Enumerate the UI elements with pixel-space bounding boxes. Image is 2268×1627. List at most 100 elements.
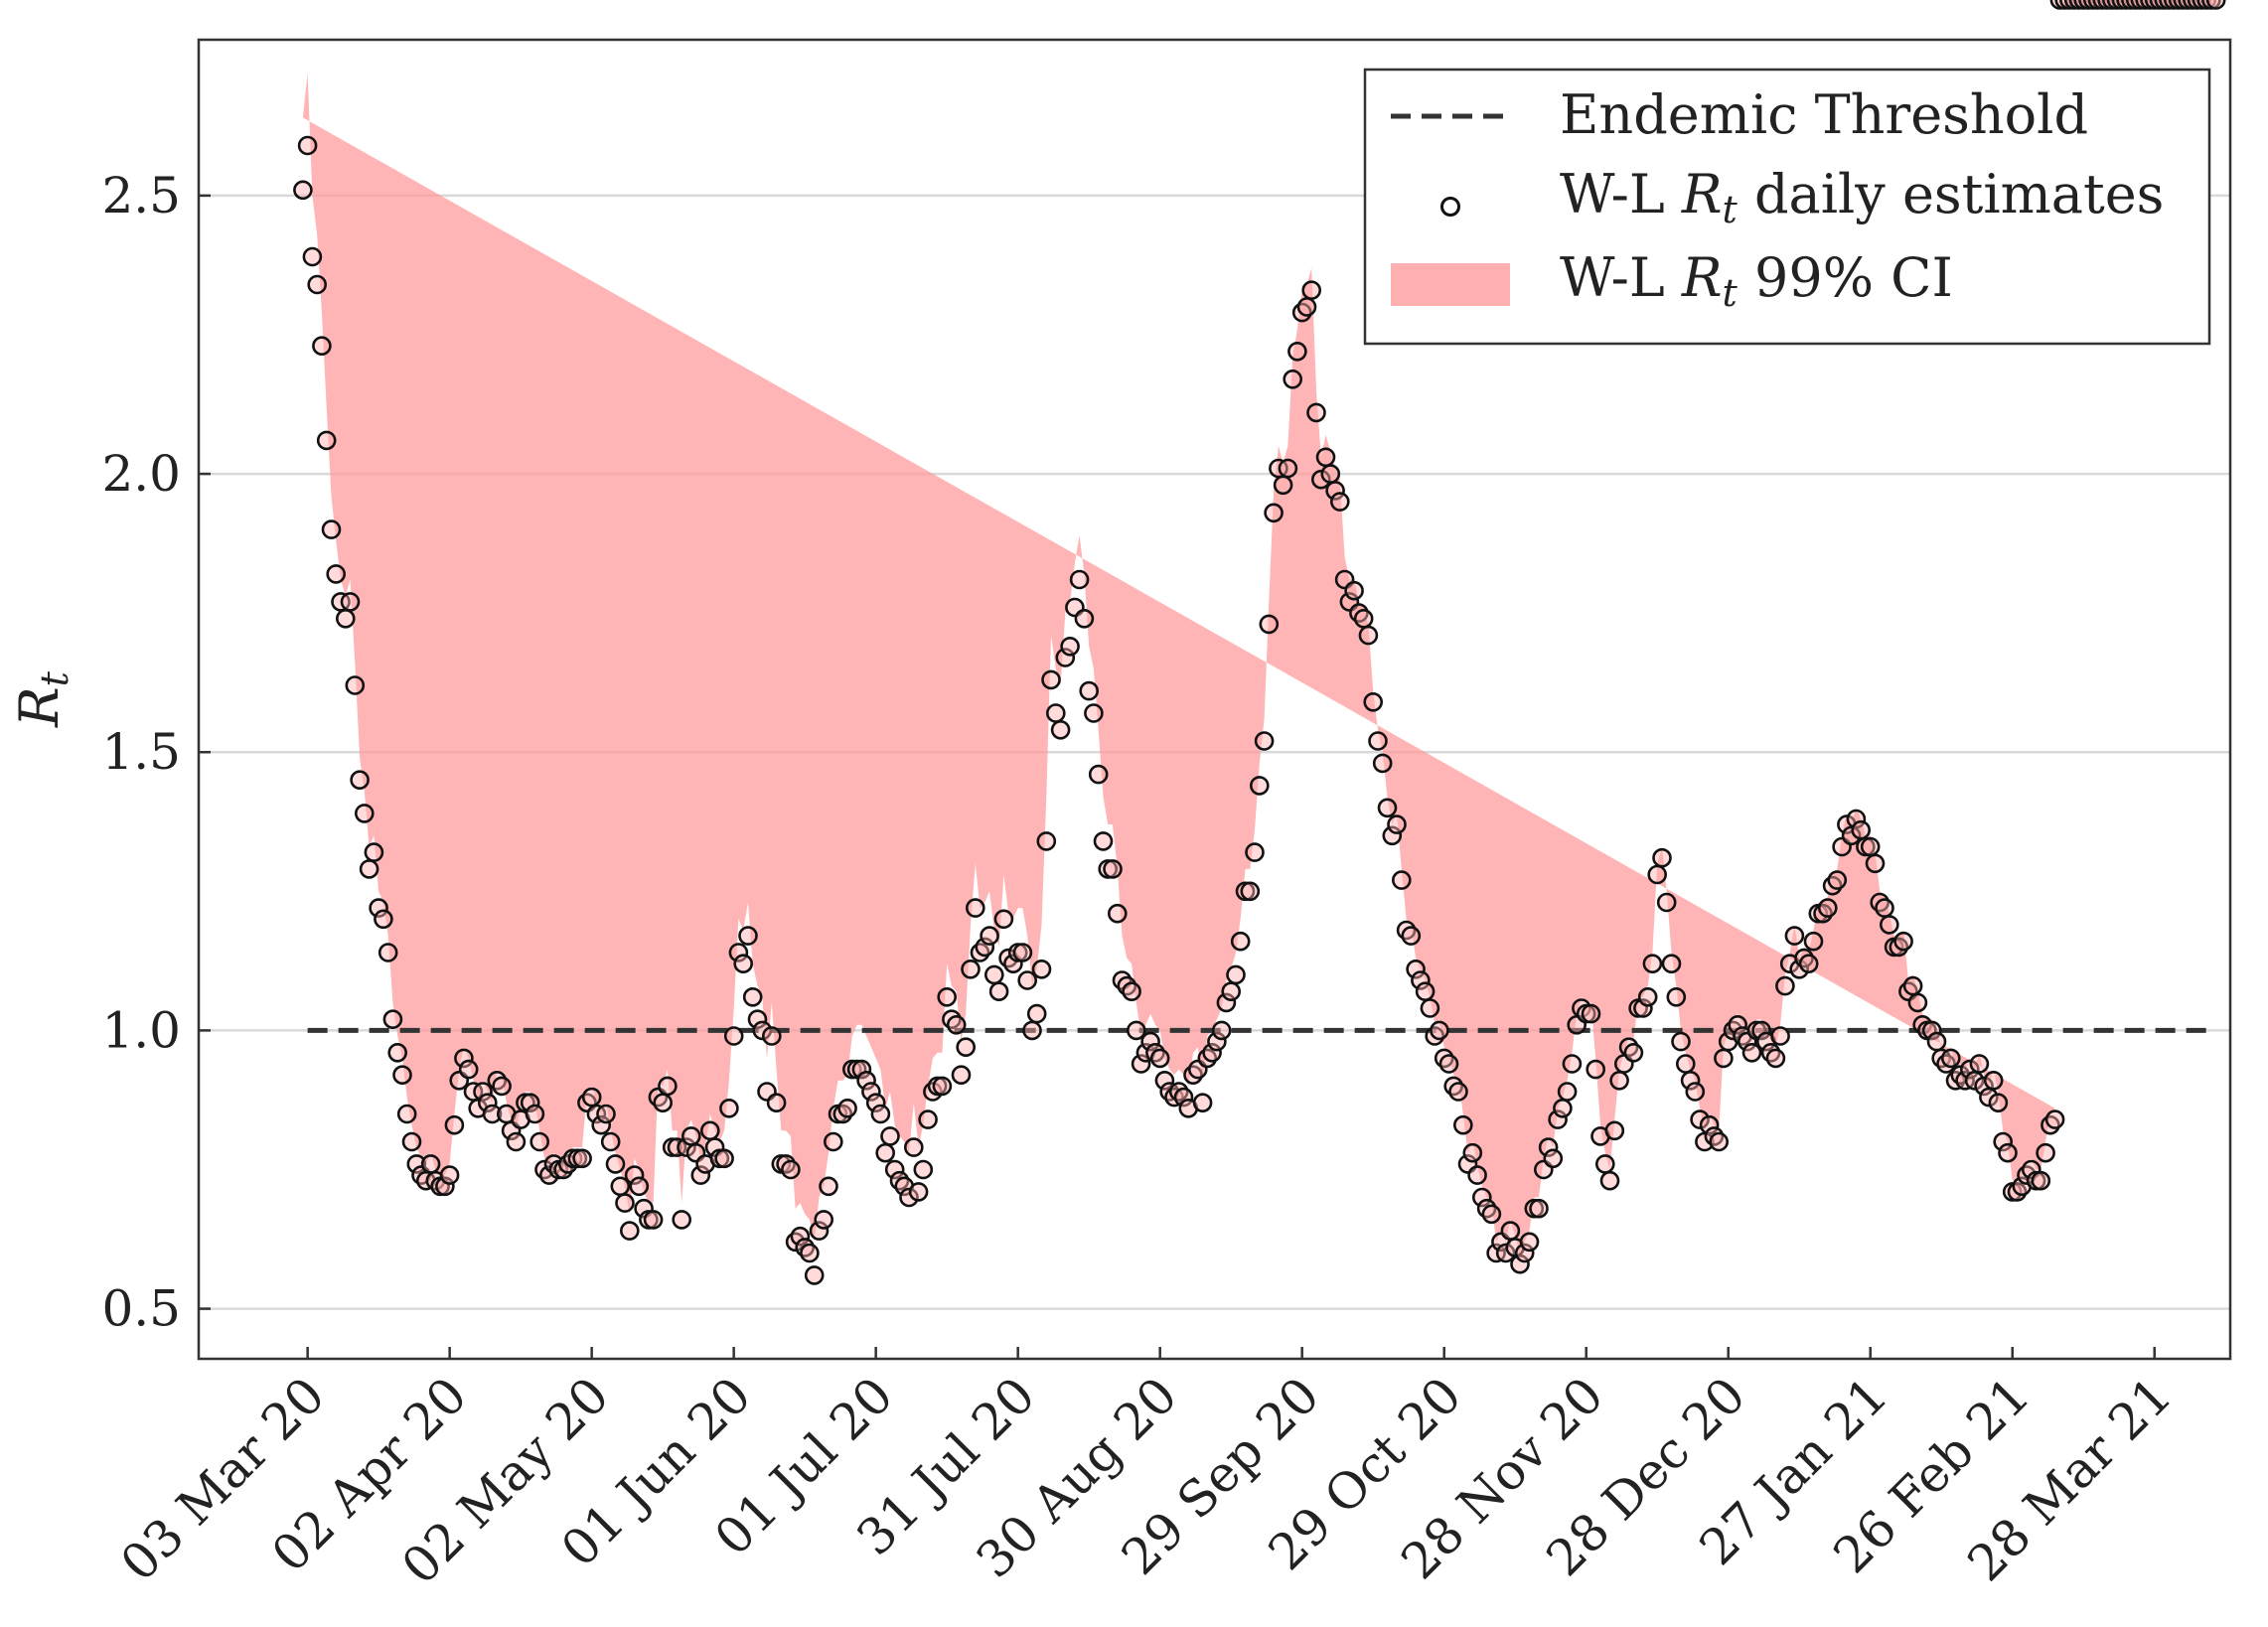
data-point (1226, 964, 1246, 985)
data-point (454, 1048, 474, 1069)
data-point (837, 1099, 857, 1118)
data-point (903, 1137, 924, 1157)
data-point (624, 1165, 645, 1185)
plot-frame (197, 38, 2232, 1361)
data-point (1680, 1071, 1701, 1091)
data-point (790, 1226, 811, 1247)
data-point (699, 1120, 720, 1141)
data-point (1647, 864, 1667, 885)
data-point (1264, 503, 1284, 523)
data-point (1921, 1020, 1942, 1041)
data-point (814, 1210, 834, 1230)
data-point (1406, 959, 1426, 979)
data-point (1514, 1243, 1535, 1263)
data-point (1500, 1221, 1521, 1241)
data-point (1671, 1031, 1691, 1052)
data-point (1173, 1087, 1194, 1108)
data-point (766, 1093, 787, 1112)
data-point (1415, 981, 1436, 1002)
data-point (1273, 475, 1293, 496)
data-point (396, 1104, 417, 1124)
data-point (1941, 1048, 1961, 1069)
data-point (406, 1154, 427, 1174)
data-point (1741, 1043, 1762, 1063)
data-point (851, 1059, 872, 1080)
data-point (1278, 458, 1298, 479)
data-point (1453, 1114, 1473, 1135)
legend-ci-label: W-L Rt 99% CI (1560, 246, 1953, 315)
data-point (1656, 892, 1677, 913)
data-point (345, 675, 366, 695)
data-point (1803, 931, 1824, 952)
data-point (1140, 1031, 1160, 1052)
data-point (1462, 1142, 1483, 1163)
data-point (988, 981, 1009, 1002)
data-point (1728, 1015, 1747, 1035)
data-point (1216, 992, 1237, 1013)
legend-points-label: W-L Rt daily estimates (1560, 163, 2164, 231)
data-point (615, 1193, 635, 1213)
data-point (1827, 870, 1848, 890)
data-point (1775, 975, 1795, 996)
data-point (1690, 1109, 1710, 1129)
data-point (1609, 1071, 1629, 1091)
data-point (1709, 1131, 1729, 1152)
data-point (1036, 831, 1057, 851)
data-point (680, 1126, 701, 1146)
data-point (492, 1076, 512, 1097)
data-point (1998, 1142, 2018, 1163)
data-point (1599, 1170, 1620, 1191)
ci-band (302, 73, 2055, 1254)
data-point (1581, 1003, 1601, 1024)
data-point (392, 1065, 412, 1085)
y-tick-label: 2.5 (101, 167, 181, 224)
data-point (1320, 464, 1341, 484)
data-point (1467, 1165, 1487, 1185)
data-point (1529, 1198, 1549, 1219)
data-point (1012, 943, 1033, 962)
data-point (1875, 898, 1894, 918)
data-point (1846, 809, 1867, 829)
data-point (1377, 798, 1398, 818)
y-tick-label: 0.5 (101, 1280, 181, 1338)
data-point (1623, 1043, 1644, 1063)
data-point (1382, 825, 1403, 846)
y-tick-label: 1.5 (101, 723, 181, 781)
data-point (728, 943, 749, 962)
data-point (2044, 1109, 2065, 1129)
data-point (956, 1037, 977, 1057)
data-point (1055, 648, 1076, 667)
data-point (369, 898, 388, 918)
data-point (520, 1093, 540, 1112)
data-point (804, 1265, 825, 1285)
data-point (359, 859, 379, 879)
y-axis: 0.5 1.0 1.5 2.0 2.5 (101, 167, 211, 1338)
ci-band-layer (302, 73, 2055, 1254)
data-point (1259, 614, 1280, 635)
data-point (1430, 1020, 1449, 1041)
data-point (1026, 1003, 1047, 1024)
data-point (1926, 1031, 1947, 1052)
data-point (1325, 481, 1345, 501)
data-point (581, 1087, 602, 1108)
data-point (458, 1059, 479, 1080)
data-point (884, 1159, 905, 1180)
data-point (1368, 731, 1388, 751)
legend: Endemic Threshold W-L Rt daily estimates… (1363, 68, 2211, 346)
data-point (1296, 297, 1317, 317)
data-point (1642, 954, 1663, 974)
data-point (439, 1165, 460, 1185)
y-tick-label: 1.0 (101, 1001, 181, 1059)
data-point (1765, 1048, 1786, 1069)
legend-ci-swatch (1391, 263, 1510, 306)
data-point (1050, 719, 1071, 740)
data-point (1103, 859, 1123, 879)
data-point (1974, 1076, 1994, 1097)
data-point (1652, 847, 1672, 868)
data-point (1860, 836, 1881, 857)
data-point (1902, 975, 1923, 996)
data-point (809, 1221, 830, 1241)
legend-threshold-label: Endemic Threshold (1560, 83, 2088, 146)
data-point (980, 926, 999, 946)
data-point (1448, 1082, 1468, 1102)
